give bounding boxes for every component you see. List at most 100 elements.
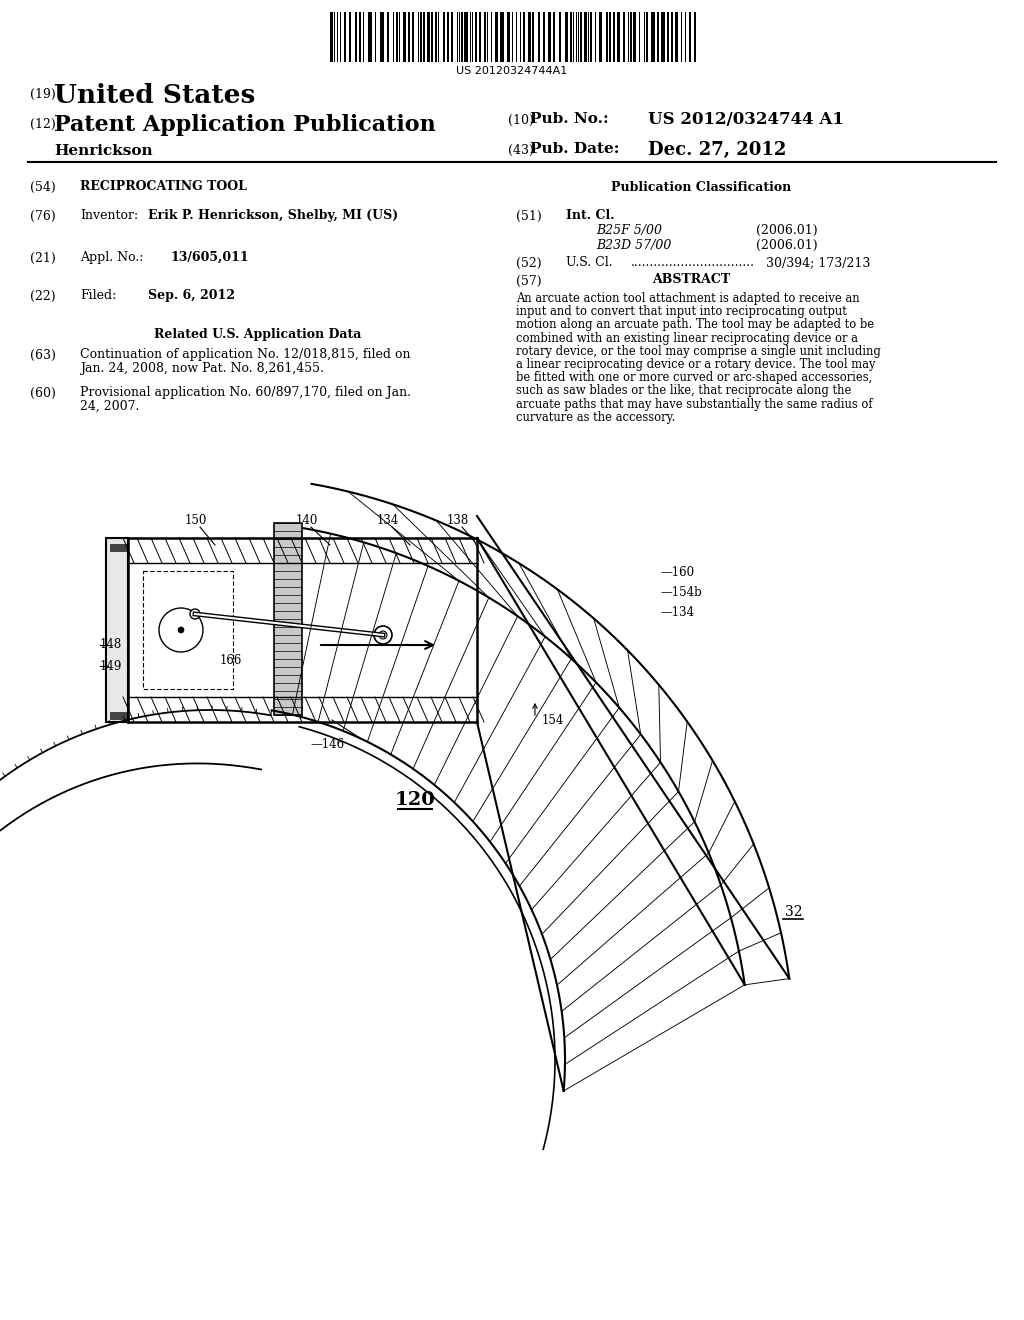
Bar — [435, 12, 437, 62]
Circle shape — [159, 609, 203, 652]
Bar — [528, 12, 531, 62]
Bar — [570, 12, 572, 62]
Text: (22): (22) — [30, 290, 55, 304]
Text: Related U.S. Application Data: Related U.S. Application Data — [155, 327, 361, 341]
Text: Provisional application No. 60/897,170, filed on Jan.: Provisional application No. 60/897,170, … — [80, 385, 411, 399]
Text: Sep. 6, 2012: Sep. 6, 2012 — [148, 289, 234, 302]
Bar — [590, 12, 592, 62]
Text: 149: 149 — [100, 660, 123, 672]
Text: (63): (63) — [30, 348, 56, 362]
Bar — [617, 12, 620, 62]
Text: 30/394; 173/213: 30/394; 173/213 — [766, 256, 870, 269]
Bar — [609, 12, 611, 62]
Bar — [368, 12, 372, 62]
Bar — [355, 12, 357, 62]
Bar — [675, 12, 678, 62]
Text: arcuate paths that may have substantially the same radius of: arcuate paths that may have substantiall… — [516, 397, 872, 411]
Text: Filed:: Filed: — [80, 289, 117, 302]
Text: B25F 5/00: B25F 5/00 — [596, 224, 662, 238]
Bar — [671, 12, 673, 62]
Text: Pub. Date:: Pub. Date: — [530, 143, 620, 156]
Text: ABSTRACT: ABSTRACT — [652, 273, 730, 286]
Bar — [500, 12, 504, 62]
Text: rotary device, or the tool may comprise a single unit including: rotary device, or the tool may comprise … — [516, 345, 881, 358]
Text: (60): (60) — [30, 387, 56, 400]
Text: 32: 32 — [785, 906, 803, 919]
Bar — [565, 12, 568, 62]
Text: 140: 140 — [296, 513, 318, 527]
Bar — [110, 544, 126, 550]
Text: (57): (57) — [516, 275, 542, 288]
Bar — [548, 12, 551, 62]
Bar — [484, 12, 486, 62]
Bar — [523, 12, 525, 62]
Text: (2006.01): (2006.01) — [756, 224, 817, 238]
Bar — [613, 12, 615, 62]
Text: (21): (21) — [30, 252, 55, 265]
Text: curvature as the accessory.: curvature as the accessory. — [516, 411, 676, 424]
Text: 134: 134 — [377, 513, 399, 527]
Text: Patent Application Publication: Patent Application Publication — [54, 114, 436, 136]
Text: Publication Classification: Publication Classification — [611, 181, 792, 194]
Bar — [273, 523, 302, 715]
Bar — [447, 12, 449, 62]
Bar — [423, 12, 425, 62]
Text: An arcuate action tool attachment is adapted to receive an: An arcuate action tool attachment is ada… — [516, 292, 859, 305]
Bar — [599, 12, 602, 62]
Text: 166: 166 — [220, 653, 243, 667]
Bar — [427, 12, 430, 62]
Bar — [584, 12, 587, 62]
Text: (76): (76) — [30, 210, 55, 223]
Text: Inventor:: Inventor: — [80, 209, 138, 222]
Text: (12): (12) — [30, 117, 55, 131]
Text: (10): (10) — [508, 114, 534, 127]
Bar — [344, 12, 346, 62]
Text: 150: 150 — [184, 513, 207, 527]
Bar — [633, 12, 636, 62]
Text: U.S. Cl.: U.S. Cl. — [566, 256, 612, 269]
Bar — [657, 12, 659, 62]
Bar — [553, 12, 555, 62]
Bar — [403, 12, 406, 62]
Text: RECIPROCATING TOOL: RECIPROCATING TOOL — [80, 180, 247, 193]
Text: Continuation of application No. 12/018,815, filed on: Continuation of application No. 12/018,8… — [80, 348, 411, 360]
Text: 120: 120 — [394, 791, 435, 809]
Bar — [479, 12, 481, 62]
Bar — [461, 12, 463, 62]
Text: (51): (51) — [516, 210, 542, 223]
Text: (2006.01): (2006.01) — [756, 239, 817, 252]
Bar — [387, 12, 389, 62]
Bar — [106, 539, 128, 722]
Bar — [475, 12, 477, 62]
Bar — [651, 12, 655, 62]
Text: a linear reciprocating device or a rotary device. The tool may: a linear reciprocating device or a rotar… — [516, 358, 876, 371]
Text: —134: —134 — [660, 606, 694, 619]
Text: motion along an arcuate path. The tool may be adapted to be: motion along an arcuate path. The tool m… — [516, 318, 874, 331]
Text: Dec. 27, 2012: Dec. 27, 2012 — [648, 141, 786, 158]
Bar — [623, 12, 625, 62]
Bar — [464, 12, 468, 62]
Bar — [543, 12, 545, 62]
Circle shape — [379, 631, 387, 639]
Text: US 2012/0324744 A1: US 2012/0324744 A1 — [648, 111, 844, 128]
Bar — [559, 12, 561, 62]
Bar — [431, 12, 433, 62]
Text: input and to convert that input into reciprocating output: input and to convert that input into rec… — [516, 305, 847, 318]
Text: Pub. No.:: Pub. No.: — [530, 112, 608, 125]
Bar — [538, 12, 540, 62]
Circle shape — [374, 626, 392, 644]
Text: (52): (52) — [516, 257, 542, 271]
Bar — [349, 12, 351, 62]
Text: Appl. No.:: Appl. No.: — [80, 251, 143, 264]
Circle shape — [190, 609, 200, 619]
Text: (43): (43) — [508, 144, 534, 157]
Text: Jan. 24, 2008, now Pat. No. 8,261,455.: Jan. 24, 2008, now Pat. No. 8,261,455. — [80, 362, 324, 375]
Text: US 20120324744A1: US 20120324744A1 — [457, 66, 567, 77]
Bar — [694, 12, 696, 62]
Bar — [606, 12, 608, 62]
Text: B23D 57/00: B23D 57/00 — [596, 239, 672, 252]
Text: combined with an existing linear reciprocating device or a: combined with an existing linear recipro… — [516, 331, 858, 345]
Bar — [662, 12, 665, 62]
Text: —146: —146 — [310, 738, 344, 751]
Bar — [412, 12, 414, 62]
